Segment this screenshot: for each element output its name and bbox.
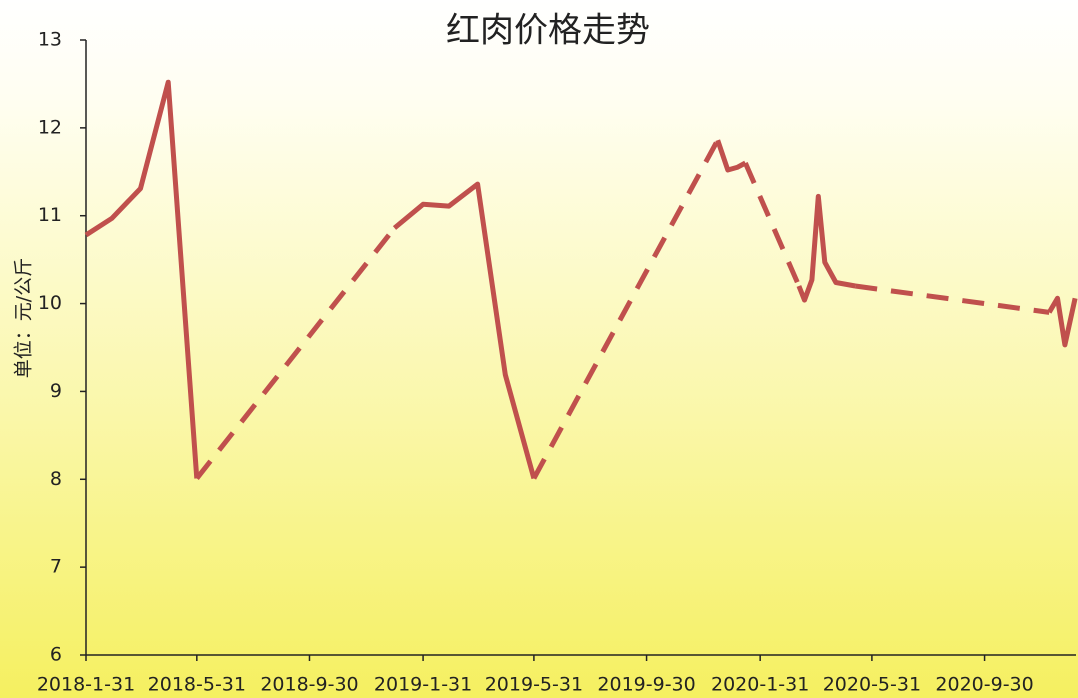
series-line (1047, 295, 1078, 348)
gap-bridge (743, 162, 802, 287)
y-tick-label: 8 (50, 468, 62, 490)
chart-title: 红肉价格走势 (446, 11, 650, 51)
series-line (84, 79, 200, 479)
gap-bridge (531, 138, 720, 480)
gap-bridge (854, 283, 1050, 315)
x-tick-label: 2020-1-31 (711, 674, 809, 696)
x-tick-label: 2019-1-31 (374, 674, 472, 696)
y-tick-label: 12 (38, 116, 62, 138)
y-tick-label: 9 (50, 380, 62, 402)
x-tick-label: 2018-1-31 (37, 674, 135, 696)
x-tick-label: 2020-5-31 (823, 674, 921, 696)
gap-bridge (194, 226, 397, 480)
series-line (715, 139, 747, 173)
y-tick-label: 10 (38, 292, 62, 314)
y-tick-label: 11 (38, 204, 62, 226)
series-line (796, 193, 856, 303)
y-axis-label: 单位：元/公斤 (13, 258, 35, 378)
x-tick-label: 2020-9-30 (935, 674, 1033, 696)
x-tick-label: 2018-5-31 (148, 674, 246, 696)
x-tick-label: 2019-5-31 (485, 674, 583, 696)
y-tick-label: 6 (50, 644, 62, 666)
x-tick-label: 2019-9-30 (597, 674, 695, 696)
y-tick-label: 7 (50, 556, 62, 578)
x-tick-label: 2018-9-30 (260, 674, 358, 696)
series-line (392, 181, 537, 480)
y-tick-label: 13 (38, 29, 62, 51)
